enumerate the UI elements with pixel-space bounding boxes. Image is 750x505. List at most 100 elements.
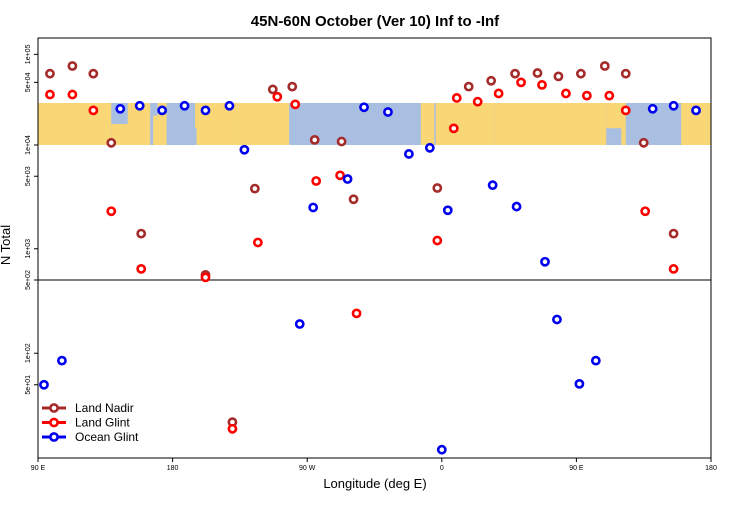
data-point <box>516 77 526 88</box>
data-point <box>552 314 562 325</box>
data-point <box>311 176 322 186</box>
data-point <box>67 61 78 71</box>
data-point <box>581 90 592 101</box>
data-point <box>442 205 453 216</box>
data-point <box>620 105 631 116</box>
series-ocean-glint <box>39 100 701 455</box>
data-point <box>599 61 610 71</box>
land-strip <box>38 103 112 145</box>
plot-frame <box>37 37 712 459</box>
data-point <box>272 91 283 102</box>
data-point <box>620 68 631 79</box>
legend-marker <box>49 432 59 442</box>
data-point <box>45 68 55 79</box>
data-point <box>106 137 117 148</box>
land-strip <box>494 103 607 145</box>
y-tick-label: 1e+02 <box>25 343 32 363</box>
data-point <box>351 308 362 319</box>
data-point <box>136 228 147 239</box>
x-axis-label: Longitude (deg E) <box>323 476 426 491</box>
y-axis: 1e+05 5e+04 1e+04 5e+03 1e+03 5e+02 1e+02 5e+01 <box>25 44 38 395</box>
data-point <box>39 379 49 390</box>
data-point <box>537 79 547 90</box>
data-point <box>561 88 571 99</box>
land-strip <box>435 103 495 145</box>
data-point <box>574 378 585 389</box>
y-tick-label: 5e+02 <box>25 270 32 290</box>
data-point <box>157 105 168 116</box>
legend-label: Ocean Glint <box>75 430 139 444</box>
data-point <box>638 137 649 148</box>
series-land-glint <box>45 77 679 434</box>
data-point <box>294 319 305 329</box>
data-point <box>424 142 435 153</box>
plot-area <box>37 37 712 459</box>
data-point <box>472 96 483 107</box>
data-point <box>267 84 278 95</box>
legend-label: Land Nadir <box>75 401 134 415</box>
land-strip <box>420 103 435 145</box>
ocean-notch <box>289 103 305 145</box>
x-tick-label: 90 E <box>31 465 46 472</box>
ocean-notch <box>658 103 682 145</box>
data-point <box>575 68 586 79</box>
data-point <box>224 100 235 111</box>
data-point <box>136 263 147 274</box>
legend-marker <box>49 403 59 413</box>
x-tick-label: 180 <box>705 465 717 472</box>
data-point <box>432 235 443 246</box>
data-point <box>668 228 679 239</box>
data-point <box>200 105 211 116</box>
data-point <box>448 123 459 134</box>
data-point <box>308 202 319 213</box>
data-point <box>249 183 260 194</box>
x-tick-label: 0 <box>440 465 444 472</box>
data-point <box>336 136 347 147</box>
y-tick-label: 1e+03 <box>25 239 32 259</box>
data-point <box>510 68 520 79</box>
land-strip <box>235 103 290 145</box>
data-point <box>67 89 78 100</box>
data-point <box>451 93 462 103</box>
data-point <box>115 103 126 114</box>
data-point <box>383 107 393 117</box>
data-point <box>436 444 447 455</box>
x-tick-label: 90 E <box>569 465 584 472</box>
legend-label: Land Glint <box>75 416 130 430</box>
data-point <box>691 105 701 116</box>
data-point <box>532 68 543 78</box>
x-axis: 90 E 180 90 W 0 90 E 180 <box>31 458 717 472</box>
ocean-notch <box>151 103 158 116</box>
y-tick-label: 5e+04 <box>25 72 32 92</box>
data-point <box>432 183 443 193</box>
y-tick-label: 5e+03 <box>25 166 32 186</box>
legend-marker <box>49 417 59 428</box>
data-point <box>359 102 369 113</box>
data-point <box>179 100 190 111</box>
series-land-nadir <box>45 61 679 428</box>
data-point <box>57 355 67 366</box>
data-point <box>45 89 55 100</box>
data-point <box>487 180 498 191</box>
data-point <box>239 144 250 155</box>
x-tick-label: 180 <box>167 465 179 472</box>
data-point <box>668 263 679 274</box>
y-tick-label: 1e+05 <box>25 44 32 64</box>
data-point <box>335 170 346 181</box>
data-point <box>604 90 615 101</box>
data-point <box>668 100 679 111</box>
data-point <box>540 256 550 267</box>
data-point <box>227 423 238 434</box>
data-point <box>342 174 353 184</box>
ocean-notch <box>181 128 197 145</box>
data-point <box>134 100 145 111</box>
data-point <box>252 237 263 248</box>
data-point <box>348 194 359 205</box>
data-point <box>590 355 601 366</box>
data-points <box>39 61 701 455</box>
data-point <box>553 71 564 82</box>
y-tick-label: 1e+04 <box>25 135 32 155</box>
chart-title: 45N-60N October (Ver 10) Inf to -Inf <box>251 13 500 30</box>
